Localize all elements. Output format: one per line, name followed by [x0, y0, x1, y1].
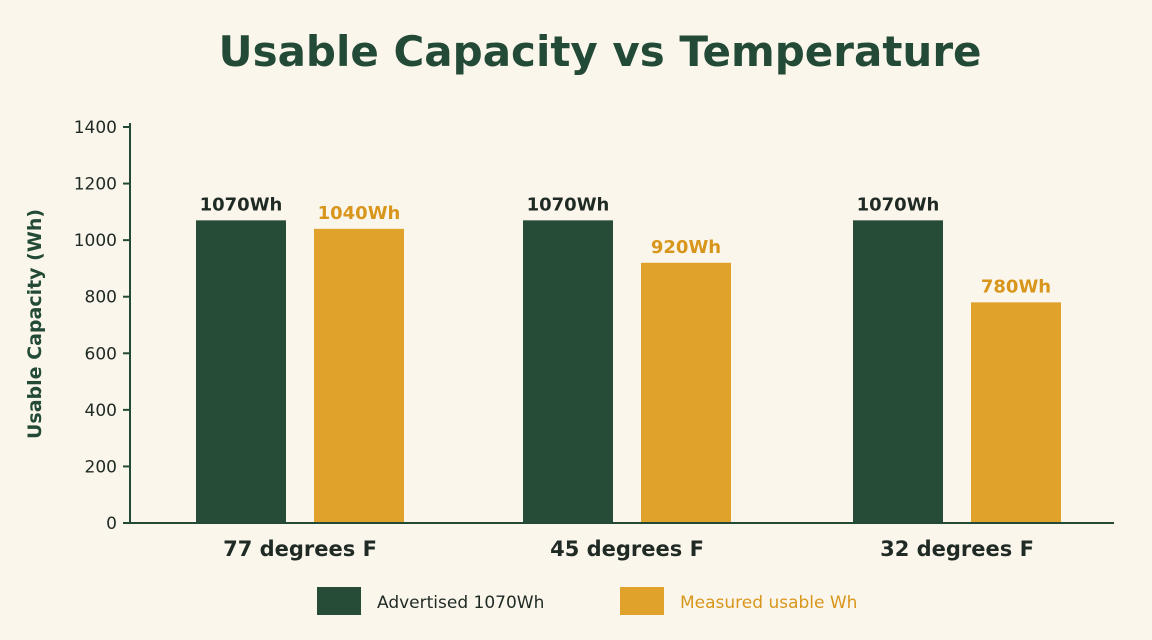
y-axis-ticks: 0 200 400 600 800 1000 1200 1400: [74, 118, 130, 534]
chart-title: Usable Capacity vs Temperature: [218, 27, 981, 76]
y-tick-label: 200: [85, 457, 117, 477]
y-axis-label: Usable Capacity (Wh): [24, 209, 46, 439]
data-label: 780Wh: [981, 276, 1051, 297]
x-category-label: 45 degrees F: [550, 537, 704, 561]
data-label: 1070Wh: [527, 194, 610, 215]
bar-measured: [641, 262, 731, 523]
y-tick-label: 1200: [74, 175, 117, 195]
legend-swatch: [620, 587, 664, 615]
bar-advertised: [853, 220, 943, 524]
bar-measured: [314, 228, 404, 524]
y-tick-label: 600: [85, 344, 117, 364]
bar-advertised: [196, 220, 286, 524]
x-category-label: 32 degrees F: [880, 537, 1034, 561]
bar-advertised: [523, 220, 613, 524]
legend: Advertised 1070Wh Measured usable Wh: [317, 587, 857, 615]
legend-label: Measured usable Wh: [680, 593, 857, 613]
legend-swatch: [317, 587, 361, 615]
y-tick-label: 0: [106, 514, 117, 534]
data-label: 1070Wh: [200, 194, 283, 215]
data-label: 1070Wh: [857, 194, 940, 215]
legend-label: Advertised 1070Wh: [377, 593, 544, 613]
y-tick-label: 400: [85, 401, 117, 421]
y-tick-label: 1400: [74, 118, 117, 138]
y-tick-label: 1000: [74, 231, 117, 251]
data-label: 1040Wh: [318, 203, 401, 224]
bars: [196, 220, 1061, 524]
data-labels: 1070Wh 1070Wh 1070Wh 1040Wh 920Wh 780Wh: [200, 194, 1052, 297]
x-category-label: 77 degrees F: [223, 537, 377, 561]
x-axis-categories: 77 degrees F 45 degrees F 32 degrees F: [223, 537, 1034, 561]
bar-measured: [971, 302, 1061, 523]
y-tick-label: 800: [85, 288, 117, 308]
data-label: 920Wh: [651, 237, 721, 258]
